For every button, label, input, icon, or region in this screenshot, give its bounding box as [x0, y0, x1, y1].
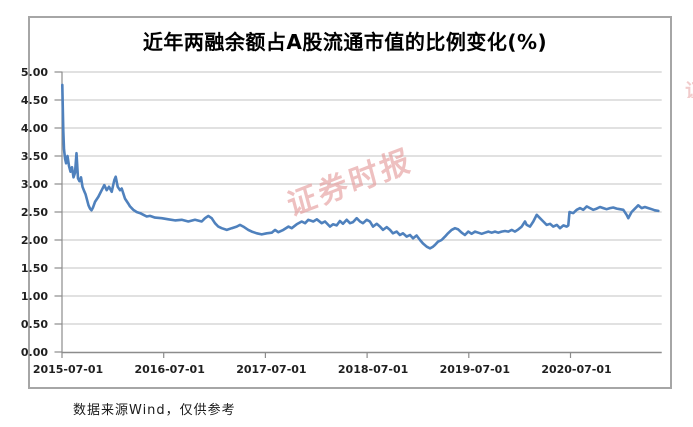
series-line: [60, 83, 660, 250]
y-tick-label: 1.50: [21, 262, 48, 275]
y-tick-label: 4.50: [21, 94, 48, 107]
y-tick-label: 2.00: [21, 234, 48, 247]
y-tick-label: 0.00: [21, 346, 48, 359]
gridlines: [62, 71, 662, 353]
y-tick-label: 2.50: [21, 206, 48, 219]
x-tick-label: 2019-07-01: [440, 363, 510, 376]
y-tick-label: 1.00: [21, 290, 48, 303]
x-axis-ticks: 2015-07-01 2016-07-01 2017-07-01 2018-07-01…: [33, 352, 612, 376]
data-source-note: 数据来源Wind，仅供参考: [73, 403, 236, 418]
x-tick-label: 2018-07-01: [338, 363, 408, 376]
x-tick-label: 2020-07-01: [541, 363, 611, 376]
x-tick-label: 2015-07-01: [33, 363, 103, 376]
y-tick-label: 4.00: [21, 122, 48, 135]
chart-title: 近年两融余额占A股流通市值的比例变化(%): [142, 30, 548, 54]
y-tick-label: 3.50: [21, 150, 48, 163]
y-tick-label: 0.50: [21, 318, 48, 331]
x-tick-label: 2016-07-01: [135, 363, 205, 376]
y-axis-ticks: 0.00 0.50 1.00 1.50 2.00 2.50 3.00 3.50 4.00 4.50…: [21, 66, 62, 359]
x-tick-label: 2017-07-01: [236, 363, 306, 376]
chart-frame: [28, 16, 672, 389]
y-tick-label: 3.00: [21, 178, 48, 191]
y-tick-label: 5.00: [21, 66, 48, 79]
